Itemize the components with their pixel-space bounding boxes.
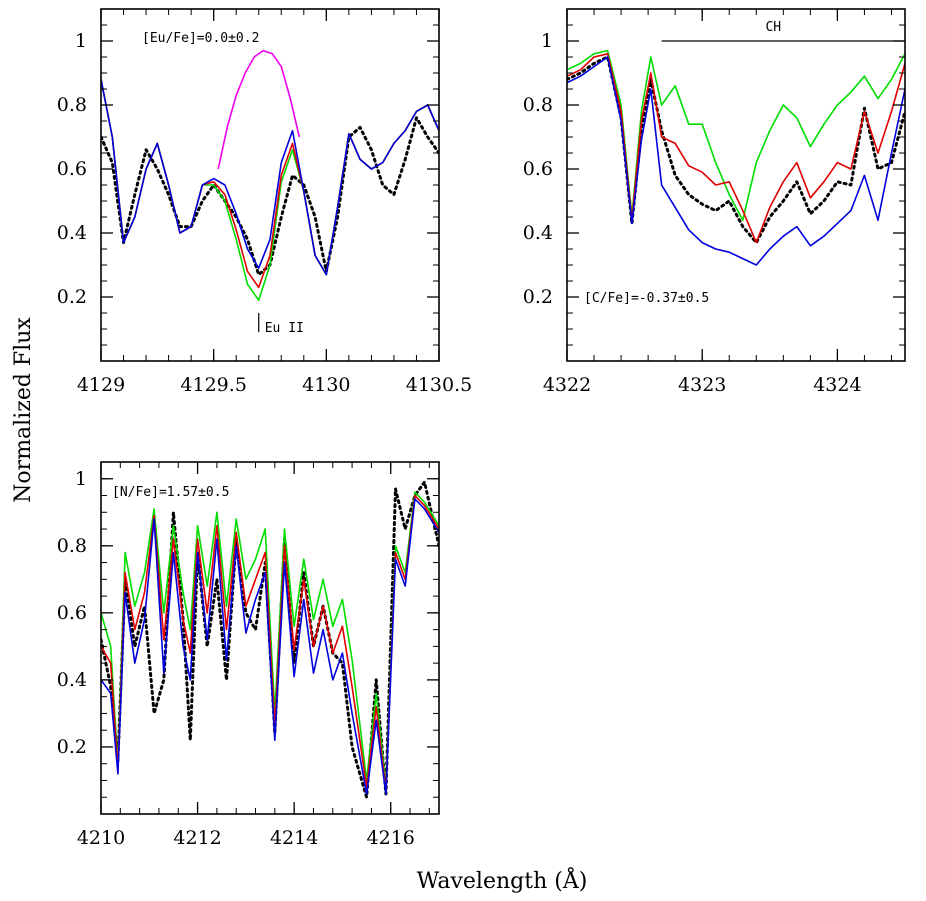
x-tick-label: 4216 bbox=[367, 827, 415, 849]
series-line-eu-2 bbox=[101, 79, 439, 302]
plot-frame bbox=[100, 8, 440, 362]
abundance-annotation: [Eu/Fe]=0.0±0.2 bbox=[142, 31, 259, 46]
y-tick-label: 0.4 bbox=[57, 222, 87, 244]
x-tick-label: 4212 bbox=[173, 827, 221, 849]
y-tick-label: 0.2 bbox=[523, 286, 553, 308]
y-tick-label: 0.2 bbox=[57, 736, 87, 758]
y-tick-label: 0.8 bbox=[57, 535, 87, 557]
y-tick-label: 0.6 bbox=[57, 158, 87, 180]
series-line-cn-1 bbox=[101, 491, 439, 789]
panel-ch: 4322 4323 4324 0.2 0.4 0.6 0.8 1 [C/Fe]=-0.37±0.… bbox=[523, 8, 906, 396]
x-tick-label: 4130 bbox=[302, 374, 350, 396]
y-tick-label: 0.6 bbox=[57, 602, 87, 624]
x-tick-label: 4323 bbox=[678, 374, 726, 396]
plot-frame bbox=[100, 461, 440, 815]
abundance-annotation: [N/Fe]=1.57±0.5 bbox=[112, 485, 229, 500]
y-tick-label: 0.8 bbox=[57, 94, 87, 116]
series-line-eu-3 bbox=[101, 79, 439, 289]
series-line-cn-0 bbox=[101, 480, 439, 799]
y-tick-label: 0.8 bbox=[523, 94, 553, 116]
y-axis-label: Normalized Flux bbox=[11, 317, 36, 503]
series-group bbox=[101, 49, 439, 302]
y-tick-label: 1 bbox=[75, 468, 87, 490]
y-tick-label: 0.4 bbox=[57, 669, 87, 691]
series-line-cn-3 bbox=[101, 498, 439, 795]
x-tick-label: 4210 bbox=[77, 827, 125, 849]
x-tick-label: 4214 bbox=[270, 827, 318, 849]
plot-frame bbox=[566, 8, 906, 362]
y-tick-label: 1 bbox=[541, 30, 553, 52]
x-axis-label: Wavelength (Å) bbox=[417, 866, 588, 894]
series-line-eu-1 bbox=[217, 49, 301, 170]
band-label: CH bbox=[765, 20, 781, 35]
y-tick-label: 0.2 bbox=[57, 286, 87, 308]
y-tick-label: 0.6 bbox=[523, 158, 553, 180]
line-id-label: Eu II bbox=[265, 321, 304, 336]
series-group bbox=[567, 49, 905, 266]
x-tick-label: 4129 bbox=[77, 374, 125, 396]
x-tick-label: 4324 bbox=[813, 374, 861, 396]
panel-eu: 4129 4129.5 4130 4130.5 0.2 0.4 0.6 0.8 1 [Eu/Fe]… bbox=[57, 8, 472, 396]
series-line-ch-0 bbox=[567, 55, 905, 245]
panel-cn: 4210 4212 4214 4216 0.2 0.4 0.6 0.8 1 [N/Fe]=1.57… bbox=[57, 461, 440, 849]
y-tick-label: 1 bbox=[75, 30, 87, 52]
x-tick-label: 4129.5 bbox=[180, 374, 246, 396]
series-line-ch-3 bbox=[567, 56, 905, 266]
y-tick-label: 0.4 bbox=[523, 222, 553, 244]
series-group bbox=[101, 480, 439, 799]
x-tick-label: 4130.5 bbox=[406, 374, 472, 396]
abundance-annotation: [C/Fe]=-0.37±0.5 bbox=[584, 291, 709, 306]
series-line-eu-4 bbox=[101, 79, 439, 276]
x-tick-label: 4322 bbox=[543, 374, 591, 396]
